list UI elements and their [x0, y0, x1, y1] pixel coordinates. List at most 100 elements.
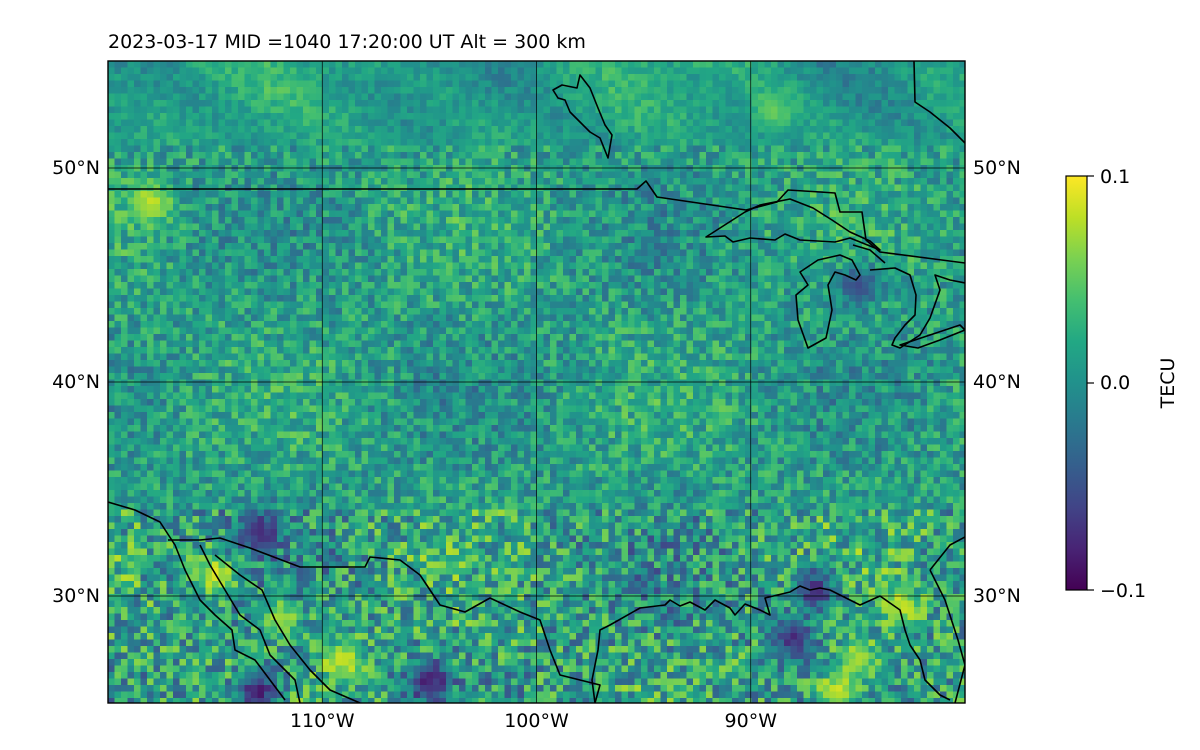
field-cell	[218, 139, 226, 146]
field-cell	[901, 145, 908, 153]
field-cell	[933, 249, 941, 257]
field-cell	[868, 275, 876, 283]
field-cell	[862, 262, 869, 270]
field-cell	[218, 61, 226, 68]
field-cell	[550, 113, 557, 120]
field-cell	[394, 119, 401, 127]
field-cell	[296, 249, 304, 257]
field-cell	[108, 275, 115, 283]
field-cell	[667, 100, 674, 107]
field-cell	[927, 67, 934, 75]
field-cell	[283, 126, 291, 133]
field-cell	[147, 301, 154, 309]
field-cell	[576, 178, 583, 185]
field-cell	[387, 139, 395, 146]
field-cell	[654, 152, 661, 159]
field-cell	[238, 67, 245, 75]
field-cell	[374, 243, 382, 250]
field-cell	[296, 171, 304, 179]
field-cell	[576, 184, 583, 192]
field-cell	[517, 93, 525, 101]
field-cell	[257, 191, 265, 198]
field-cell	[368, 230, 375, 237]
field-cell	[855, 210, 863, 218]
field-cell	[179, 87, 187, 94]
field-cell	[303, 217, 310, 224]
field-cell	[511, 288, 518, 296]
field-cell	[322, 152, 330, 159]
field-cell	[933, 100, 941, 107]
field-cell	[335, 249, 343, 257]
field-cell	[699, 145, 707, 153]
field-cell	[725, 275, 733, 283]
field-cell	[901, 204, 908, 211]
field-cell	[927, 217, 934, 224]
field-cell	[244, 204, 252, 211]
field-cell	[784, 132, 791, 140]
field-cell	[667, 282, 674, 289]
field-cell	[524, 197, 531, 205]
field-cell	[667, 217, 674, 224]
field-cell	[712, 106, 720, 114]
field-cell	[797, 223, 804, 231]
field-cell	[153, 236, 161, 244]
field-cell	[543, 119, 551, 127]
field-cell	[582, 288, 590, 296]
field-cell	[881, 223, 889, 231]
field-cell	[491, 178, 499, 185]
field-cell	[725, 80, 733, 88]
field-cell	[751, 158, 759, 166]
field-cell	[901, 139, 908, 146]
field-cell	[920, 197, 928, 205]
field-cell	[920, 106, 928, 114]
field-cell	[199, 269, 206, 276]
field-cell	[238, 301, 245, 309]
field-cell	[654, 80, 661, 88]
field-cell	[277, 178, 284, 185]
field-cell	[108, 106, 115, 114]
field-cell	[621, 184, 629, 192]
field-cell	[602, 74, 609, 81]
field-cell	[537, 282, 544, 289]
field-cell	[270, 197, 278, 205]
field-cell	[381, 74, 388, 81]
field-cell	[881, 158, 889, 166]
field-cell	[836, 145, 843, 153]
field-cell	[173, 256, 180, 263]
field-cell	[290, 197, 297, 205]
field-cell	[647, 139, 655, 146]
field-cell	[745, 243, 752, 250]
field-cell	[790, 269, 798, 276]
field-cell	[140, 301, 148, 309]
field-cell	[374, 145, 382, 153]
field-cell	[270, 158, 278, 166]
field-cell	[803, 178, 811, 185]
field-cell	[491, 204, 499, 211]
field-cell	[712, 152, 720, 159]
field-cell	[127, 204, 135, 211]
field-cell	[530, 80, 538, 88]
field-cell	[439, 93, 447, 101]
field-cell	[192, 191, 200, 198]
field-cell	[348, 119, 356, 127]
field-cell	[758, 275, 765, 283]
field-cell	[771, 126, 778, 133]
field-cell	[264, 256, 271, 263]
field-cell	[478, 139, 486, 146]
field-cell	[374, 191, 382, 198]
field-cell	[556, 223, 564, 231]
field-cell	[413, 93, 421, 101]
field-cell	[595, 230, 603, 237]
field-cell	[680, 236, 687, 244]
field-cell	[641, 243, 648, 250]
field-cell	[803, 197, 811, 205]
field-cell	[777, 230, 785, 237]
field-cell	[134, 80, 141, 88]
field-cell	[647, 282, 655, 289]
field-cell	[355, 223, 362, 231]
field-cell	[290, 171, 297, 179]
field-cell	[407, 67, 414, 75]
field-cell	[569, 119, 577, 127]
field-cell	[205, 275, 213, 283]
field-cell	[615, 106, 622, 114]
